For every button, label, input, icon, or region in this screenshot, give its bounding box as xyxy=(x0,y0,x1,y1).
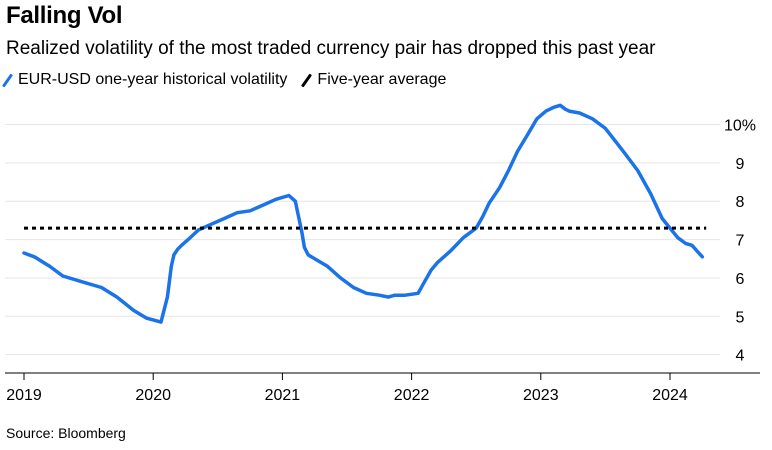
legend-item-average: Five-year average xyxy=(301,71,447,89)
x-tick-label: 2024 xyxy=(652,387,688,404)
volatility-line xyxy=(22,103,705,324)
x-tick-label: 2023 xyxy=(523,387,559,404)
x-tick-label: 2020 xyxy=(135,387,171,404)
legend: EUR-USD one-year historical volatility F… xyxy=(1,71,464,89)
x-tick-label: 2021 xyxy=(265,387,301,404)
legend-label-volatility: EUR-USD one-year historical volatility xyxy=(18,71,288,88)
y-axis-labels: 4 5 6 7 8 9 10% xyxy=(724,118,756,365)
x-tick-label: 2019 xyxy=(6,387,42,404)
series-layer xyxy=(22,103,707,324)
gridlines xyxy=(5,124,720,356)
legend-label-average: Five-year average xyxy=(317,71,447,88)
chart-title: Falling Vol xyxy=(6,2,123,29)
y-tick-label: 8 xyxy=(736,194,745,211)
legend-item-volatility: EUR-USD one-year historical volatility xyxy=(1,71,288,89)
y-tick-label: 9 xyxy=(736,156,745,173)
x-axis-labels: 2019 2020 2021 2022 2023 2024 xyxy=(6,387,688,404)
chart-subtitle: Realized volatility of the most traded c… xyxy=(6,38,656,59)
y-tick-label: 10% xyxy=(724,118,756,135)
y-tick-label: 7 xyxy=(736,233,745,250)
y-tick-label: 4 xyxy=(736,348,745,365)
x-axis xyxy=(5,372,760,380)
source-note: Source: Bloomberg xyxy=(6,425,126,441)
x-tick-label: 2022 xyxy=(394,387,430,404)
y-tick-label: 5 xyxy=(736,309,745,326)
y-tick-label: 6 xyxy=(736,271,745,288)
